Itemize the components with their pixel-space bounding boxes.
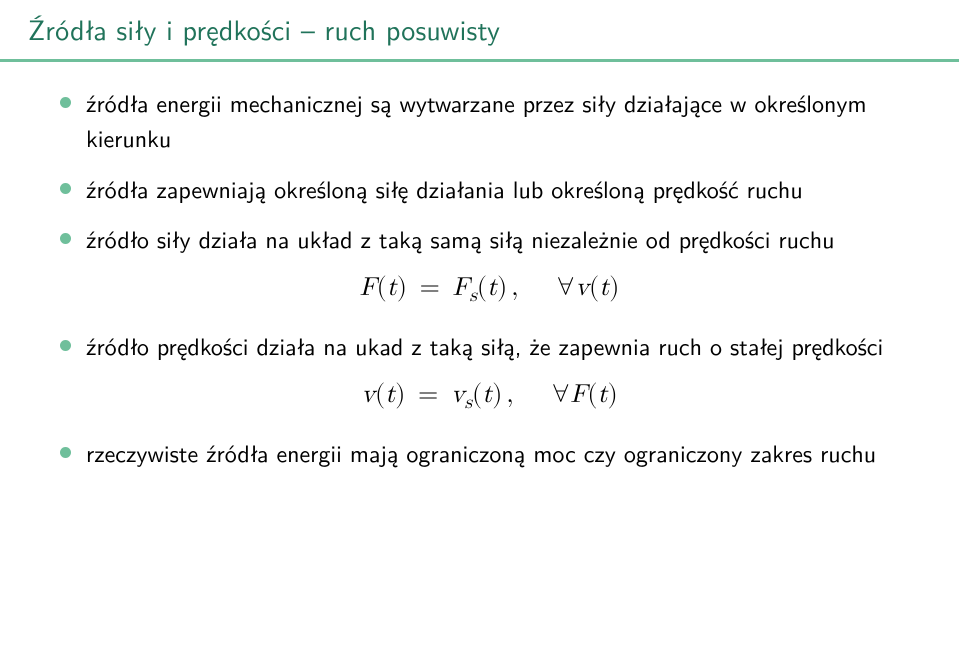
- bullet-list: źródło prędkości działa na ukad z taką s…: [60, 329, 919, 364]
- eq-arg: t: [482, 382, 492, 408]
- bullet-item: źródła energii mechanicznej są wytwarzan…: [60, 86, 919, 156]
- eq-arg: t: [387, 275, 397, 301]
- eq-arg: t: [385, 382, 395, 408]
- eq-var: F: [570, 382, 587, 408]
- bullet-text: rzeczywiste źródła energii mają ogranicz…: [86, 435, 876, 470]
- eq-sub: s: [469, 286, 476, 305]
- eq-var: F: [452, 275, 469, 301]
- eq-arg: t: [487, 275, 497, 301]
- equation-velocity-source: v(t) = vs(t), ∀F(t): [60, 380, 919, 414]
- bullet-text: źródła zapewniają określoną siłę działan…: [86, 171, 803, 206]
- title-bar: Źródła siły i prędkości – ruch posuwisty: [0, 0, 959, 62]
- bullet-list: źródła energii mechanicznej są wytwarzan…: [60, 86, 919, 257]
- eq-arg: t: [598, 382, 608, 408]
- equation-force-source: F(t) = Fs(t), ∀v(t): [60, 273, 919, 307]
- forall-symbol: ∀: [557, 275, 575, 301]
- eq-arg: t: [599, 275, 609, 301]
- bullet-text: źródło prędkości działa na ukad z taką s…: [86, 328, 883, 363]
- slide-body: źródła energii mechanicznej są wytwarzan…: [0, 62, 959, 471]
- bullet-list: rzeczywiste źródła energii mają ogranicz…: [60, 436, 919, 471]
- forall-symbol: ∀: [552, 382, 570, 408]
- slide-title: Źródła siły i prędkości – ruch posuwisty: [28, 8, 500, 49]
- bullet-text: źródła energii mechanicznej są wytwarzan…: [86, 85, 867, 155]
- slide: Źródła siły i prędkości – ruch posuwisty…: [0, 0, 959, 670]
- bullet-item: rzeczywiste źródła energii mają ogranicz…: [60, 436, 919, 471]
- bullet-text: źródło siły działa na układ z taką samą …: [86, 221, 835, 256]
- eq-var: v: [451, 382, 465, 408]
- eq-var: v: [575, 275, 589, 301]
- eq-var: F: [360, 275, 377, 301]
- bullet-item: źródło siły działa na układ z taką samą …: [60, 222, 919, 257]
- bullet-item: źródło prędkości działa na ukad z taką s…: [60, 329, 919, 364]
- bullet-item: źródła zapewniają określoną siłę działan…: [60, 172, 919, 207]
- eq-var: v: [361, 382, 375, 408]
- eq-sub: s: [465, 393, 472, 412]
